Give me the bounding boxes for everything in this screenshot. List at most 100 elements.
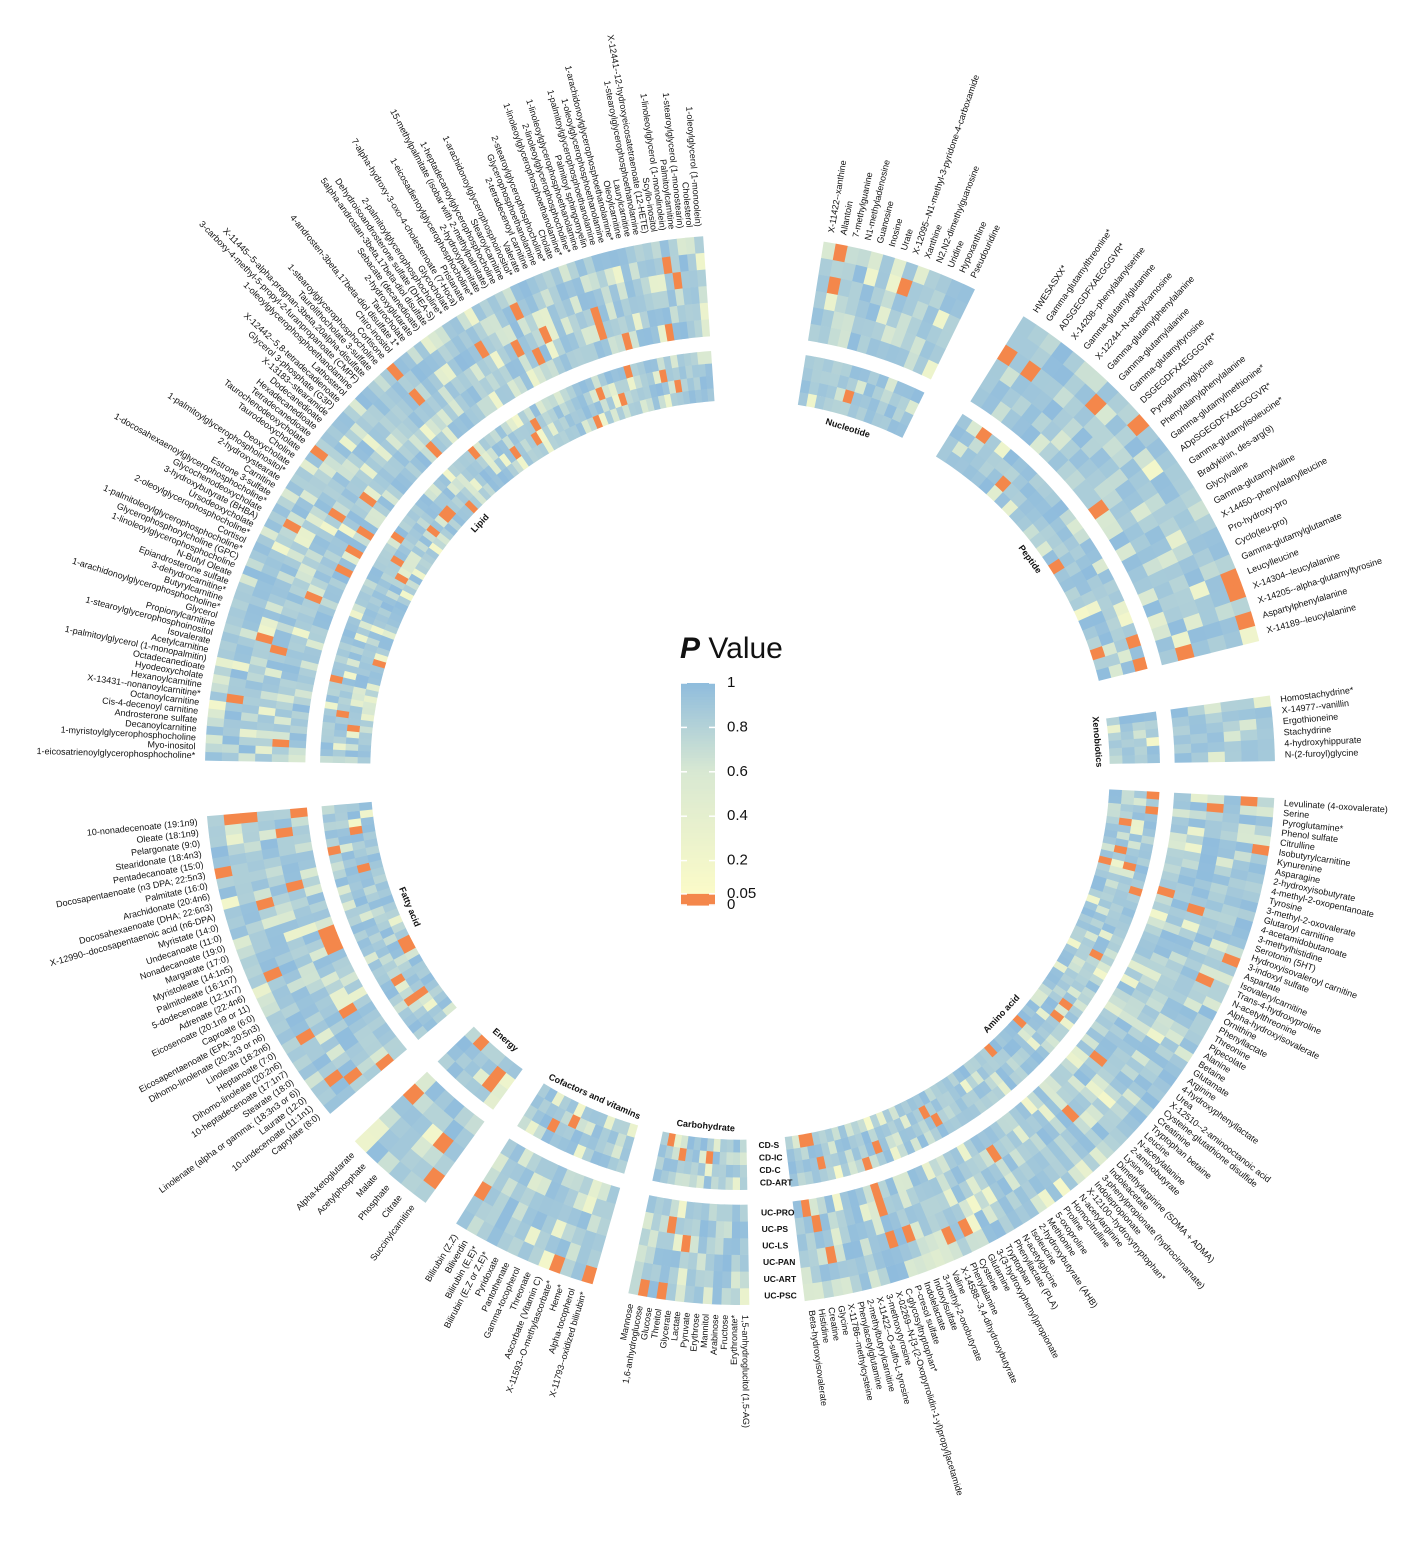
heatmap-cell bbox=[1177, 927, 1197, 942]
heatmap-cell bbox=[697, 1162, 706, 1176]
heatmap-cell bbox=[523, 406, 536, 422]
heatmap-cell bbox=[350, 1048, 370, 1067]
heatmap-cell bbox=[1114, 838, 1129, 848]
heatmap-cell bbox=[1251, 843, 1270, 857]
heatmap-cell bbox=[1003, 1171, 1021, 1192]
heatmap-cell bbox=[458, 330, 475, 350]
heatmap-cell bbox=[516, 1148, 534, 1168]
heatmap-cell bbox=[456, 508, 470, 523]
heatmap-cell bbox=[668, 1158, 679, 1173]
heatmap-cell bbox=[226, 693, 245, 705]
heatmap-cell bbox=[270, 941, 291, 958]
heatmap-cell bbox=[538, 343, 553, 363]
heatmap-cell bbox=[442, 403, 459, 422]
heatmap-cell bbox=[708, 1203, 718, 1222]
heatmap-cell bbox=[455, 490, 470, 505]
heatmap-cell bbox=[324, 978, 345, 995]
heatmap-cell bbox=[540, 396, 554, 412]
heatmap-cell bbox=[869, 286, 886, 307]
heatmap-cell bbox=[1020, 1096, 1039, 1115]
heatmap-cell bbox=[875, 340, 891, 361]
heatmap-cell bbox=[711, 1163, 720, 1177]
heatmap-cell bbox=[379, 979, 396, 994]
heatmap-cell bbox=[411, 1157, 434, 1181]
heatmap-cell bbox=[338, 641, 353, 652]
heatmap-cell bbox=[1173, 792, 1192, 803]
heatmap-cell bbox=[385, 907, 400, 920]
heatmap-cell bbox=[826, 1211, 839, 1230]
heatmap-cell bbox=[698, 286, 708, 304]
heatmap-cell bbox=[558, 263, 573, 283]
heatmap-cell bbox=[933, 1210, 950, 1230]
heatmap-cell bbox=[691, 1149, 701, 1163]
heatmap-cell bbox=[1066, 1122, 1085, 1142]
heatmap-cell bbox=[731, 1221, 740, 1239]
heatmap-cell bbox=[414, 450, 433, 469]
heatmap-cell bbox=[791, 1135, 801, 1149]
heatmap-cell bbox=[337, 1058, 357, 1078]
heatmap-cell bbox=[1209, 588, 1231, 609]
heatmap-cell bbox=[362, 701, 377, 710]
heatmap-cell bbox=[927, 1176, 944, 1196]
legend-bar-segment bbox=[681, 791, 715, 795]
heatmap-cell bbox=[517, 279, 533, 299]
heatmap-cell bbox=[343, 1066, 363, 1085]
heatmap-cell bbox=[682, 1160, 692, 1175]
heatmap-cell bbox=[478, 298, 495, 318]
heatmap-cell bbox=[246, 859, 266, 873]
heatmap-cell bbox=[645, 371, 656, 386]
heatmap-cell bbox=[669, 305, 680, 324]
heatmap-cell bbox=[621, 332, 634, 351]
heatmap-cell bbox=[796, 1233, 808, 1252]
heatmap-cell bbox=[1112, 600, 1130, 617]
heatmap-cell bbox=[1082, 415, 1106, 438]
heatmap-cell bbox=[581, 1194, 598, 1215]
heatmap-cell bbox=[635, 1244, 648, 1263]
legend-bar-segment bbox=[681, 830, 715, 834]
heatmap-cell bbox=[1169, 1020, 1189, 1038]
heatmap-cell bbox=[815, 274, 831, 294]
heatmap-cell bbox=[239, 900, 259, 916]
heatmap-cell bbox=[648, 384, 659, 399]
heatmap-cell bbox=[310, 1078, 331, 1098]
heatmap-cell bbox=[1052, 984, 1067, 999]
heatmap-cell bbox=[1188, 580, 1210, 601]
heatmap-cell bbox=[659, 239, 671, 258]
heatmap-cell bbox=[786, 1148, 796, 1163]
heatmap-cell bbox=[794, 1216, 806, 1235]
heatmap-cell bbox=[437, 491, 452, 506]
heatmap-cell bbox=[1149, 951, 1169, 967]
heatmap-cell bbox=[441, 425, 459, 444]
heatmap-cell bbox=[1005, 1056, 1020, 1072]
heatmap-cell bbox=[654, 308, 666, 327]
heatmap-cell bbox=[1207, 741, 1225, 753]
heatmap-cell bbox=[1072, 1068, 1092, 1087]
heatmap-cell bbox=[739, 1237, 749, 1255]
heatmap-cell bbox=[347, 810, 361, 820]
heatmap-cell bbox=[519, 372, 535, 391]
heatmap-cell bbox=[1190, 793, 1208, 804]
heatmap-cell bbox=[1171, 943, 1191, 958]
heatmap-cell bbox=[942, 1104, 956, 1120]
heatmap-cell bbox=[374, 583, 389, 596]
heatmap-cell bbox=[1103, 1108, 1123, 1128]
heatmap-cell bbox=[578, 379, 590, 395]
heatmap-cell bbox=[318, 461, 338, 479]
heatmap-cell bbox=[346, 730, 360, 739]
heatmap-cell bbox=[531, 310, 547, 330]
heatmap-cell bbox=[292, 1053, 313, 1072]
heatmap-cell bbox=[850, 316, 866, 336]
heatmap-cell bbox=[1120, 796, 1135, 806]
heatmap-cell bbox=[1169, 831, 1188, 843]
heatmap-cell bbox=[1206, 731, 1225, 744]
heatmap-cell bbox=[1054, 1063, 1074, 1082]
heatmap-cell bbox=[334, 722, 348, 732]
heatmap-cell bbox=[506, 379, 522, 398]
heatmap-cell bbox=[1010, 395, 1032, 418]
heatmap-cell bbox=[1114, 425, 1137, 448]
heatmap-cell bbox=[894, 422, 908, 438]
heatmap-cell bbox=[862, 1184, 875, 1204]
heatmap-cell bbox=[869, 1113, 881, 1129]
heatmap-cell bbox=[646, 1280, 659, 1299]
heatmap-cell bbox=[298, 1061, 319, 1081]
